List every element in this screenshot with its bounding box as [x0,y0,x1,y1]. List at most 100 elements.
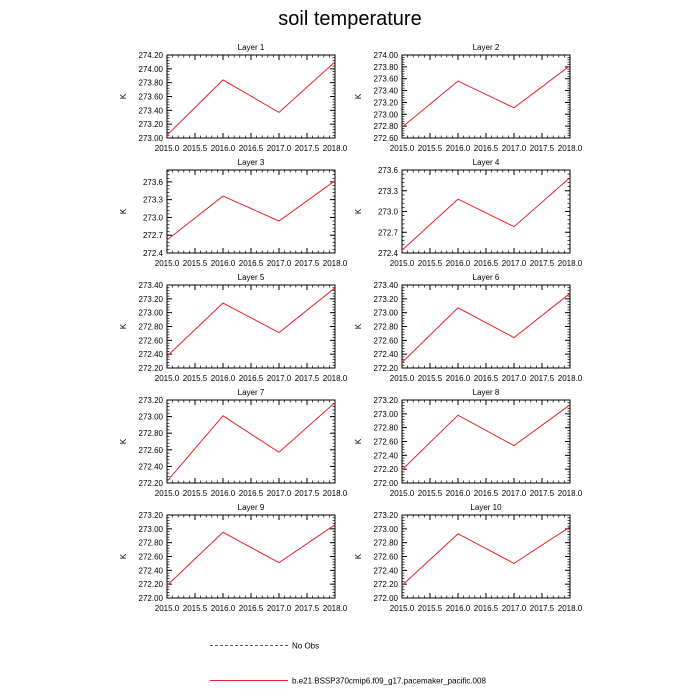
x-tick-label: 2017.0 [502,374,527,383]
y-tick-label: 272.80 [139,429,164,438]
series-line [166,402,336,482]
panel-title: Layer 1 [238,43,265,52]
legend-label: b.e21.BSSP370cmip6.f09_g17.pacemaker_pac… [292,676,486,686]
y-tick-label: 273.20 [139,120,164,129]
y-tick-label: 273.20 [374,511,399,520]
y-tick-label: 273.20 [374,98,399,107]
y-tick-label: 272.4 [378,249,399,258]
y-tick-label: 272.40 [374,350,399,359]
plot-frame [166,514,336,599]
y-tick-label: 273.80 [374,63,399,72]
x-tick-label: 2015.5 [183,489,208,498]
y-axis-label: K [119,438,128,444]
x-tick-label: 2017.5 [295,144,320,153]
y-axis-label: K [354,438,363,444]
plot-frame [401,54,571,139]
plot-frame [401,399,571,484]
x-tick-label: 2018.0 [323,489,348,498]
y-tick-label: 273.00 [139,309,164,318]
y-tick-label: 272.60 [139,336,164,345]
y-tick-label: 272.80 [374,122,399,131]
y-tick-label: 272.20 [139,479,164,488]
y-tick-label: 274.00 [139,65,164,74]
plot-frame [166,284,336,369]
x-tick-label: 2017.5 [530,144,555,153]
x-tick-label: 2016.0 [446,604,471,613]
x-tick-label: 2015.0 [390,374,415,383]
y-tick-label: 273.40 [374,281,399,290]
y-tick-label: 272.20 [374,465,399,474]
y-tick-label: 272.20 [139,364,164,373]
y-tick-label: 273.20 [374,295,399,304]
x-tick-label: 2015.5 [183,259,208,268]
y-tick-label: 273.20 [374,396,399,405]
y-axis-label: K [119,323,128,329]
y-tick-label: 273.00 [139,525,164,534]
y-tick-label: 272.00 [139,594,164,603]
legend-label: No Obs [292,641,320,651]
x-tick-label: 2016.0 [446,144,471,153]
x-tick-label: 2016.5 [474,259,499,268]
x-tick-label: 2018.0 [323,604,348,613]
x-tick-label: 2015.5 [418,259,443,268]
y-tick-label: 273.40 [139,106,164,115]
x-tick-label: 2015.5 [418,489,443,498]
series-line [401,526,571,586]
x-tick-label: 2017.0 [502,259,527,268]
y-tick-label: 272.60 [374,438,399,447]
series-line [401,292,571,363]
x-tick-label: 2017.0 [502,489,527,498]
y-tick-label: 274.20 [139,51,164,60]
y-tick-label: 272.80 [139,323,164,332]
y-tick-label: 272.80 [374,323,399,332]
y-axis-label: K [119,553,128,559]
x-tick-label: 2016.0 [446,489,471,498]
series-line [166,61,336,136]
y-tick-label: 272.60 [374,553,399,562]
series-line [401,404,571,471]
y-tick-label: 273.60 [374,75,399,84]
panel-title: Layer 9 [238,503,265,512]
y-tick-label: 273.00 [139,134,164,143]
legend-swatch-solid [210,680,288,682]
x-tick-label: 2017.0 [502,144,527,153]
y-tick-label: 272.20 [374,364,399,373]
y-tick-label: 273.00 [374,110,399,119]
y-axis-label: K [354,93,363,99]
x-tick-label: 2018.0 [558,604,583,613]
y-tick-label: 272.40 [139,350,164,359]
figure-title: soil temperature [278,8,422,30]
x-tick-label: 2016.0 [211,489,236,498]
y-tick-label: 272.60 [139,446,164,455]
x-tick-label: 2017.5 [295,374,320,383]
plot-frame [401,514,571,599]
x-tick-label: 2018.0 [323,144,348,153]
legend-item-no-obs: No Obs [210,641,319,650]
x-tick-label: 2016.5 [239,374,264,383]
x-tick-label: 2017.5 [530,374,555,383]
legend-item-model: b.e21.BSSP370cmip6.f09_g17.pacemaker_pac… [210,676,486,685]
y-tick-label: 272.00 [374,594,399,603]
x-tick-label: 2018.0 [558,259,583,268]
panel-title: Layer 6 [473,273,500,282]
x-tick-label: 2015.0 [390,489,415,498]
x-tick-label: 2017.5 [295,604,320,613]
x-tick-label: 2016.0 [446,259,471,268]
x-tick-label: 2015.5 [183,144,208,153]
x-tick-label: 2015.5 [418,604,443,613]
x-tick-label: 2017.5 [295,259,320,268]
series-line [166,524,336,586]
y-tick-label: 273.00 [374,410,399,419]
panel-title: Layer 8 [473,388,500,397]
y-axis-label: K [354,323,363,329]
y-tick-label: 272.60 [374,336,399,345]
y-tick-label: 272.40 [139,462,164,471]
x-tick-label: 2017.0 [267,259,292,268]
x-tick-label: 2015.0 [155,374,180,383]
y-tick-label: 272.7 [143,231,164,240]
x-tick-label: 2015.0 [155,259,180,268]
x-tick-label: 2018.0 [558,489,583,498]
x-tick-label: 2015.0 [155,604,180,613]
x-tick-label: 2018.0 [558,144,583,153]
x-tick-label: 2015.0 [155,489,180,498]
